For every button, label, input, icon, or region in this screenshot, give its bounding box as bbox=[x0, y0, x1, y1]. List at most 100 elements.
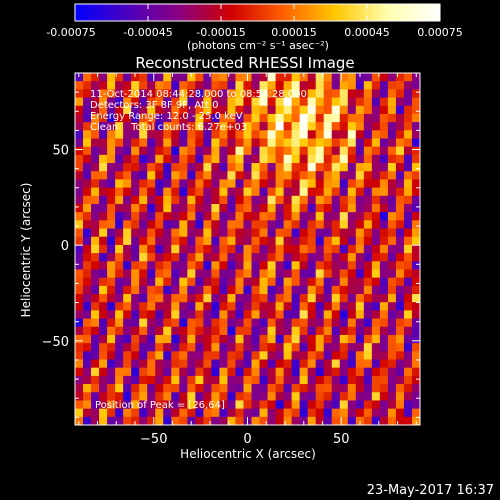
heatmap-pixel bbox=[211, 351, 221, 361]
heatmap-pixel bbox=[267, 244, 277, 254]
heatmap-pixel bbox=[107, 343, 116, 352]
heatmap-pixel bbox=[227, 416, 237, 425]
heatmap-pixel bbox=[131, 154, 140, 164]
heatmap-pixel bbox=[235, 367, 245, 377]
heatmap-pixel bbox=[83, 416, 92, 425]
heatmap-pixel bbox=[187, 113, 196, 123]
heatmap-pixel bbox=[395, 212, 405, 221]
heatmap-pixel bbox=[347, 416, 357, 425]
heatmap-pixel bbox=[187, 269, 196, 279]
heatmap-pixel bbox=[411, 277, 420, 287]
heatmap-pixel bbox=[123, 318, 132, 328]
heatmap-pixel bbox=[171, 89, 180, 99]
heatmap-pixel bbox=[83, 187, 92, 197]
heatmap-pixel bbox=[219, 220, 229, 230]
heatmap-pixel bbox=[83, 154, 92, 164]
heatmap-pixel bbox=[331, 277, 341, 287]
heatmap-pixel bbox=[123, 244, 132, 254]
heatmap-pixel bbox=[179, 269, 188, 279]
heatmap-pixel bbox=[291, 179, 301, 189]
heatmap-pixel bbox=[179, 326, 188, 336]
heatmap-pixel bbox=[219, 89, 229, 99]
heatmap-pixel bbox=[171, 220, 180, 230]
heatmap-pixel bbox=[355, 375, 365, 385]
heatmap-pixel bbox=[363, 138, 373, 148]
heatmap-pixel bbox=[155, 187, 164, 197]
heatmap-pixel bbox=[91, 285, 100, 295]
heatmap-pixel bbox=[171, 122, 180, 131]
heatmap-pixel bbox=[291, 367, 301, 377]
heatmap-pixel bbox=[195, 294, 204, 303]
heatmap-pixel bbox=[115, 89, 124, 99]
heatmap-pixel bbox=[275, 195, 285, 205]
heatmap-pixel bbox=[91, 105, 100, 115]
heatmap-pixel bbox=[347, 359, 357, 369]
heatmap-pixel bbox=[75, 294, 84, 303]
heatmap-pixel bbox=[387, 269, 397, 279]
heatmap-pixel bbox=[363, 285, 373, 295]
heatmap-pixel bbox=[187, 310, 196, 320]
heatmap-pixel bbox=[155, 400, 164, 410]
heatmap-pixel bbox=[115, 318, 124, 328]
heatmap-pixel bbox=[347, 130, 357, 140]
heatmap-pixel bbox=[99, 97, 108, 107]
heatmap-pixel bbox=[243, 285, 253, 295]
heatmap-pixel bbox=[171, 400, 180, 410]
heatmap-pixel bbox=[107, 310, 116, 320]
heatmap-pixel bbox=[283, 122, 293, 131]
heatmap-pixel bbox=[131, 326, 140, 336]
heatmap-pixel bbox=[403, 294, 413, 303]
heatmap-pixel bbox=[323, 261, 333, 271]
heatmap-pixel bbox=[195, 138, 204, 148]
heatmap-pixel bbox=[395, 343, 405, 352]
heatmap-pixel bbox=[139, 277, 148, 287]
heatmap-pixel bbox=[371, 351, 381, 361]
heatmap-pixel bbox=[187, 236, 196, 246]
heatmap-pixel bbox=[155, 384, 164, 393]
heatmap-pixel bbox=[115, 269, 124, 279]
heatmap-pixel bbox=[259, 113, 269, 123]
heatmap-pixel bbox=[355, 212, 365, 221]
heatmap-pixel bbox=[203, 138, 212, 148]
heatmap-pixel bbox=[123, 122, 132, 131]
heatmap-pixel bbox=[227, 228, 237, 238]
heatmap-pixel bbox=[363, 269, 373, 279]
heatmap-pixel bbox=[259, 163, 269, 172]
heatmap-pixel bbox=[219, 212, 229, 221]
heatmap-pixel bbox=[99, 384, 108, 393]
heatmap-pixel bbox=[251, 220, 261, 230]
heatmap-pixel bbox=[323, 408, 333, 418]
heatmap-pixel bbox=[403, 285, 413, 295]
heatmap-pixel bbox=[371, 285, 381, 295]
heatmap-pixel bbox=[299, 113, 309, 123]
heatmap-pixel bbox=[203, 253, 212, 262]
heatmap-pixel bbox=[187, 375, 196, 385]
heatmap-pixel bbox=[163, 285, 172, 295]
heatmap-pixel bbox=[347, 236, 357, 246]
heatmap-pixel bbox=[363, 130, 373, 140]
heatmap-pixel bbox=[179, 81, 188, 90]
heatmap-pixel bbox=[203, 179, 212, 189]
heatmap-pixel bbox=[323, 203, 333, 213]
heatmap-pixel bbox=[267, 105, 277, 115]
heatmap-pixel bbox=[387, 236, 397, 246]
heatmap-pixel bbox=[403, 187, 413, 197]
heatmap-pixel bbox=[283, 130, 293, 140]
x-tick-label: 50 bbox=[333, 432, 350, 447]
heatmap-pixel bbox=[139, 416, 148, 425]
heatmap-pixel bbox=[267, 154, 277, 164]
heatmap-pixel bbox=[331, 97, 341, 107]
heatmap-pixel bbox=[203, 81, 212, 90]
heatmap-pixel bbox=[187, 334, 196, 344]
heatmap-pixel bbox=[91, 392, 100, 402]
heatmap-pixel bbox=[147, 179, 156, 189]
heatmap-pixel bbox=[403, 89, 413, 99]
heatmap-pixel bbox=[83, 343, 92, 352]
heatmap-pixel bbox=[171, 326, 180, 336]
heatmap-pixel bbox=[171, 318, 180, 328]
heatmap-pixel bbox=[379, 163, 389, 172]
heatmap-pixel bbox=[259, 302, 269, 311]
heatmap-pixel bbox=[107, 400, 116, 410]
heatmap-pixel bbox=[155, 130, 164, 140]
heatmap-pixel bbox=[299, 228, 309, 238]
